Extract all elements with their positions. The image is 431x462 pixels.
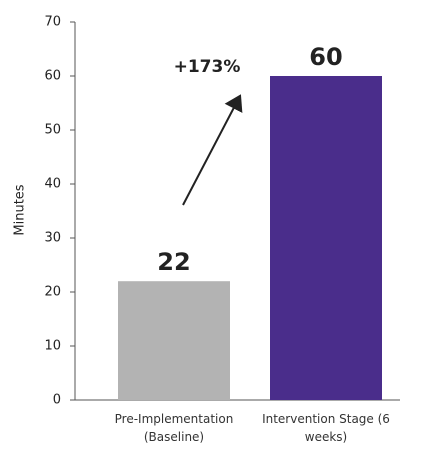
bar xyxy=(270,76,382,400)
y-tick-label: 10 xyxy=(44,339,61,354)
annotation-arrow xyxy=(182,94,243,206)
y-tick-label: 40 xyxy=(44,177,61,192)
y-tick-label: 50 xyxy=(44,123,61,138)
value-label: 22 xyxy=(157,248,190,276)
value-label: 60 xyxy=(309,43,342,71)
x-tick-label: Intervention Stage (6 weeks) xyxy=(262,412,390,444)
y-axis-label: Minutes xyxy=(13,184,28,235)
y-tick-label: 30 xyxy=(44,231,61,246)
y-tick-label: 70 xyxy=(44,15,61,30)
x-tick-label: Pre-Implementation (Baseline) xyxy=(114,412,234,444)
annotation: +173% xyxy=(174,57,241,77)
y-tick-label: 0 xyxy=(53,393,61,408)
y-tick-label: 60 xyxy=(44,69,61,84)
y-tick-label: 20 xyxy=(44,285,61,300)
bar xyxy=(118,281,230,400)
